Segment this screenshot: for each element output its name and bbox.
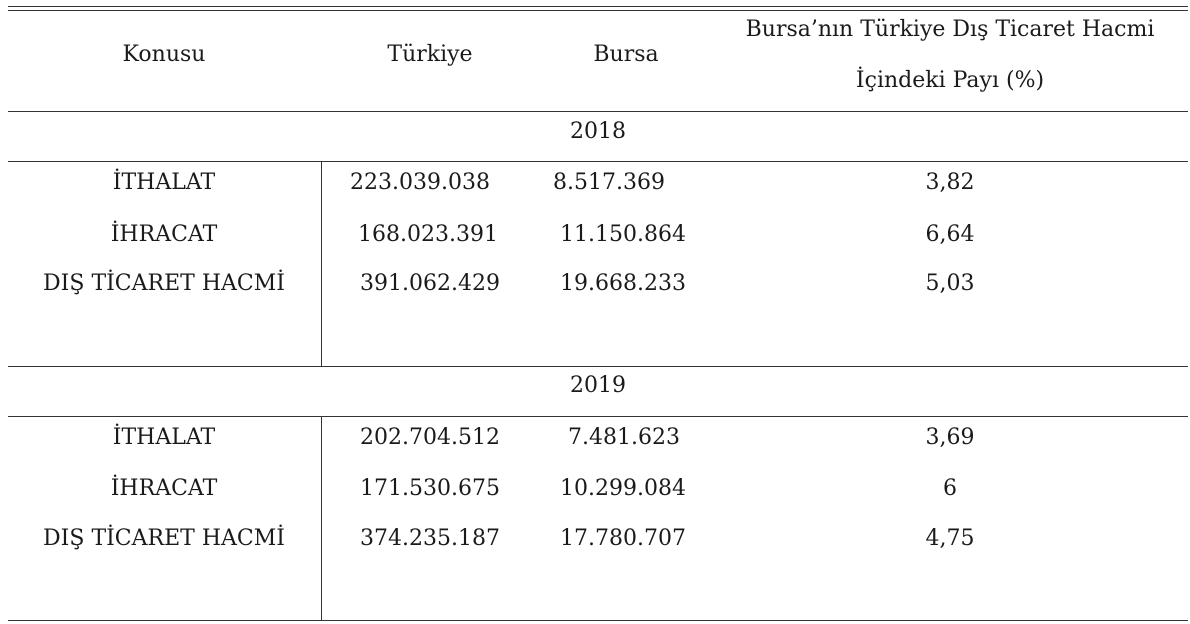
row-share: 6 [943, 476, 957, 501]
year-label-2019: 2019 [570, 373, 626, 398]
row-turkiye: 168.023.391 [358, 222, 498, 247]
header-konusu: Konusu [122, 42, 206, 67]
section-2018-divider [321, 161, 322, 366]
row-turkiye: 374.235.187 [360, 526, 500, 551]
row-bursa: 19.668.233 [560, 271, 686, 296]
row-bursa: 7.481.623 [568, 425, 680, 450]
row-label: İTHALAT [112, 425, 216, 450]
row-share: 5,03 [925, 271, 975, 296]
row-bursa: 11.150.864 [560, 222, 686, 247]
top-rule-1 [8, 6, 1188, 7]
section-2019-divider [321, 416, 322, 620]
header-bottom-rule [8, 111, 1188, 112]
row-share: 3,69 [925, 425, 975, 450]
row-bursa: 17.780.707 [560, 526, 686, 551]
row-bursa: 10.299.084 [560, 476, 686, 501]
row-turkiye: 171.530.675 [360, 476, 500, 501]
row-turkiye: 391.062.429 [360, 271, 500, 296]
row-turkiye: 202.704.512 [360, 425, 500, 450]
header-share-line2: İçindeki Payı (%) [855, 68, 1045, 93]
top-rule-2 [8, 10, 1188, 11]
row-share: 4,75 [925, 526, 975, 551]
row-share: 6,64 [925, 222, 975, 247]
row-label: İHRACAT [110, 476, 218, 501]
year-2018-bottom-rule [8, 161, 1188, 162]
header-bursa: Bursa [593, 42, 659, 67]
row-label: DIŞ TİCARET HACMİ [43, 526, 285, 551]
row-label: İTHALAT [112, 170, 216, 195]
row-label: DIŞ TİCARET HACMİ [43, 271, 285, 296]
year-label-2018: 2018 [570, 119, 626, 144]
row-share: 3,82 [925, 170, 975, 195]
table-bottom-rule [8, 620, 1188, 621]
section-2018-bottom-rule [8, 366, 1188, 367]
year-2019-bottom-rule [8, 416, 1188, 417]
header-turkiye: Türkiye [387, 42, 473, 67]
header-share-line1: Bursa’nın Türkiye Dış Ticaret Hacmi [745, 17, 1155, 42]
row-label: İHRACAT [110, 222, 218, 247]
row-turkiye: 223.039.038 [350, 170, 490, 195]
row-bursa: 8.517.369 [553, 170, 665, 195]
